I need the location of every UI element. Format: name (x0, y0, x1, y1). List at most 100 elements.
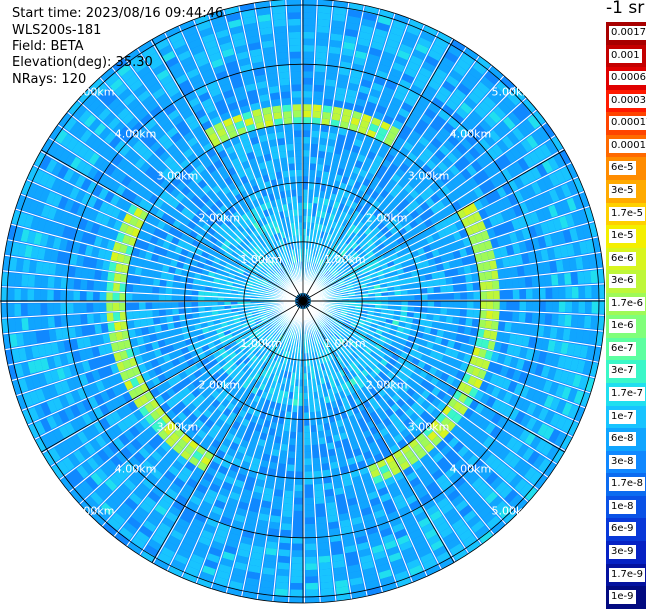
gate-cell (501, 135, 514, 149)
gate-cell (315, 344, 320, 352)
gate-cell (248, 564, 261, 574)
gate-cell (343, 41, 356, 51)
gate-cell (255, 479, 265, 488)
gate-cell (358, 277, 366, 283)
gate-cell (270, 319, 277, 325)
gate-cell (127, 401, 138, 412)
gate-cell (493, 125, 506, 138)
gate-cell (171, 384, 181, 394)
gate-cell (273, 311, 280, 316)
gate-cell (156, 69, 170, 81)
gate-cell (351, 516, 363, 526)
gate-cell (356, 175, 365, 184)
gate-cell (332, 236, 339, 244)
gate-cell (309, 163, 317, 171)
gate-cell (505, 279, 513, 289)
gate-cell (333, 324, 341, 330)
gate-cell (267, 244, 273, 252)
gate-cell (321, 277, 328, 284)
gate-cell (149, 398, 160, 409)
gate-cell (92, 184, 103, 197)
gate-cell (229, 379, 237, 388)
gate-cell (113, 273, 122, 282)
gate-cell (303, 346, 306, 354)
gate-cell (338, 459, 348, 468)
gate-cell (388, 163, 399, 173)
gate-cell (396, 379, 405, 388)
gate-cell (114, 469, 127, 482)
gate-cell (427, 534, 441, 546)
gate-cell (352, 234, 360, 242)
gate-cell (403, 418, 413, 428)
gate-cell (471, 477, 484, 490)
gate-cell (280, 383, 286, 391)
gate-cell (476, 328, 485, 338)
gate-cell (486, 301, 494, 310)
gate-cell (390, 68, 403, 79)
gate-cell (394, 348, 403, 356)
gate-cell (431, 249, 440, 258)
gate-cell (82, 336, 92, 348)
gate-cell (426, 404, 436, 414)
gate-cell (205, 419, 215, 429)
gate-cell (216, 493, 228, 504)
gate-cell (371, 41, 384, 51)
gate-cell (317, 337, 322, 344)
gate-cell (303, 38, 315, 46)
gate-cell (419, 180, 429, 191)
gate-cell (409, 189, 420, 199)
gate-cell (259, 411, 267, 420)
gate-cell (439, 315, 447, 323)
gate-cell (441, 355, 451, 364)
gate-cell (239, 542, 252, 552)
gate-cell (192, 313, 200, 319)
gate-cell (136, 336, 145, 346)
gate-cell (211, 540, 224, 551)
gate-cell (184, 338, 193, 346)
gate-cell (478, 348, 487, 359)
gate-cell (449, 223, 459, 233)
gate-cell (255, 264, 262, 271)
gate-cell (431, 97, 444, 109)
gate-cell (457, 197, 467, 208)
gate-cell (319, 397, 325, 405)
gate-cell (511, 218, 521, 230)
gate-cell (540, 249, 549, 261)
gate-cell (39, 155, 52, 170)
gate-cell (147, 491, 161, 503)
gate-cell (157, 255, 166, 264)
gate-cell (348, 271, 356, 277)
gate-cell (289, 385, 295, 393)
gate-cell (474, 124, 487, 137)
gate-cell (333, 285, 340, 289)
gate-cell (419, 493, 432, 505)
gate-cell (224, 305, 232, 310)
gate-cell (366, 405, 375, 415)
gate-cell (256, 322, 264, 328)
gate-cell (507, 422, 519, 435)
gate-cell (510, 267, 519, 278)
gate-cell (588, 331, 597, 345)
gate-cell (399, 146, 410, 157)
gate-cell (280, 403, 287, 412)
gate-cell (126, 284, 134, 293)
gate-cell (438, 322, 446, 330)
gate-cell (480, 291, 487, 300)
gate-cell (453, 341, 462, 351)
gate-cell (110, 455, 123, 468)
gate-cell (136, 108, 149, 121)
gate-cell (541, 442, 554, 456)
gate-cell (320, 131, 329, 139)
gate-cell (335, 586, 350, 595)
gate-cell (64, 199, 75, 212)
gate-cell (296, 451, 303, 459)
gate-cell (324, 347, 330, 355)
gate-cell (237, 298, 244, 301)
gate-cell (267, 260, 274, 267)
gate-cell (16, 394, 28, 410)
gate-cell (369, 538, 383, 548)
gate-cell (453, 308, 461, 316)
gate-cell (346, 364, 354, 373)
gate-cell (313, 97, 323, 105)
gate-cell (537, 423, 549, 437)
